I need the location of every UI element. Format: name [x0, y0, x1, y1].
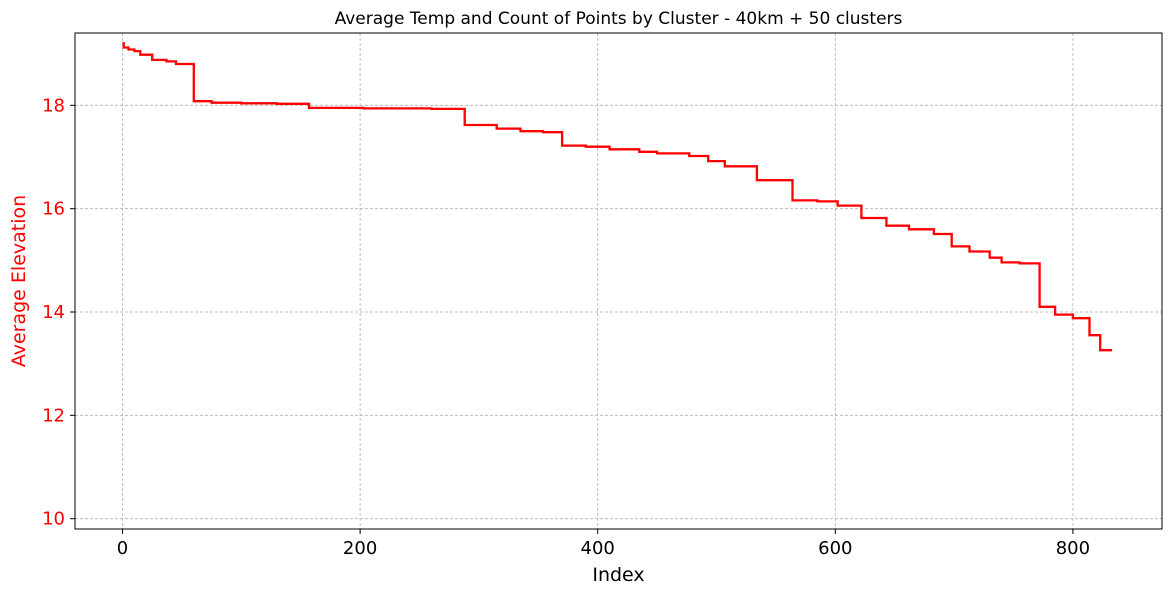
chart-title: Average Temp and Count of Points by Clus… — [335, 9, 903, 29]
y-axis-label: Average Elevation — [8, 195, 30, 367]
x-axis-label: Index — [592, 564, 644, 586]
y-tick-label: 10 — [42, 509, 65, 530]
x-tick-label: 600 — [818, 538, 852, 559]
series-line — [122, 42, 1113, 352]
x-tick-label: 200 — [343, 538, 377, 559]
data-layer — [122, 42, 1113, 352]
grid — [75, 33, 1162, 529]
y-axis: 10 12 14 16 18 — [42, 95, 75, 530]
x-axis: 0 200 400 600 800 — [117, 529, 1090, 559]
x-tick-label: 0 — [117, 538, 128, 559]
y-tick-label: 12 — [42, 405, 65, 426]
y-tick-label: 18 — [42, 95, 65, 116]
plot-frame — [74, 32, 1163, 530]
y-tick-label: 16 — [42, 199, 65, 220]
x-tick-label: 400 — [581, 538, 615, 559]
x-tick-label: 800 — [1056, 538, 1090, 559]
y-tick-label: 14 — [42, 302, 65, 323]
